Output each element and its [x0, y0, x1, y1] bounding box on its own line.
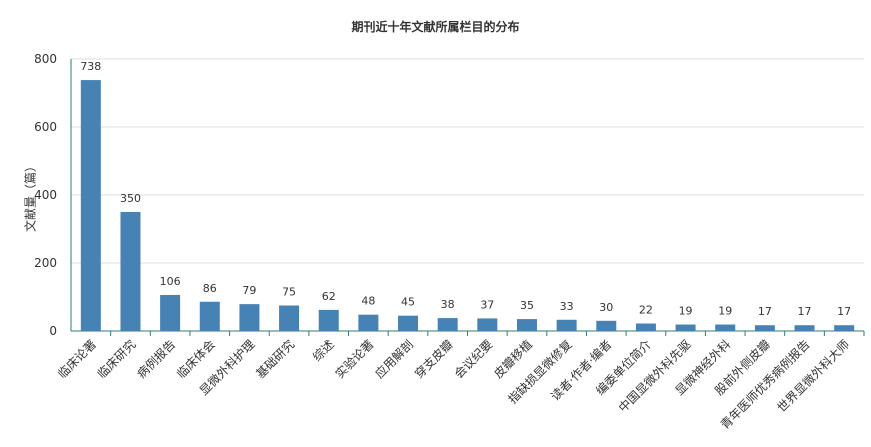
bar	[239, 304, 260, 331]
bar	[794, 325, 815, 331]
bar	[279, 305, 300, 331]
bar	[477, 318, 498, 331]
bar	[80, 80, 101, 331]
data-label: 75	[282, 286, 296, 299]
x-tick-label: 应用解剖	[372, 337, 417, 382]
x-tick-label: 世界显微外科大师	[775, 337, 853, 415]
data-label: 738	[80, 60, 101, 73]
data-label: 38	[441, 298, 455, 311]
bar	[516, 319, 537, 331]
x-tick-label: 实验论著	[332, 337, 377, 382]
bar	[834, 325, 855, 331]
bar	[199, 301, 220, 331]
bar	[437, 318, 458, 331]
x-tick-label: 会议纪要	[452, 337, 496, 381]
data-label: 37	[480, 298, 494, 311]
bar	[120, 212, 141, 331]
chart-title: 期刊近十年文献所属栏目的分布	[351, 20, 520, 34]
data-label: 19	[679, 305, 693, 318]
bar	[596, 320, 617, 331]
data-label: 22	[639, 304, 653, 317]
x-tick-label: 穿支皮瓣	[411, 337, 456, 382]
x-tick-label: 病例报告	[134, 337, 179, 382]
data-label: 106	[160, 275, 181, 288]
y-tick-label: 200	[34, 256, 57, 270]
data-label: 62	[322, 290, 336, 303]
bar	[358, 314, 379, 331]
bar	[556, 319, 577, 331]
data-label: 17	[837, 305, 851, 318]
bar	[675, 324, 696, 331]
data-label: 350	[120, 192, 141, 205]
bar	[398, 315, 419, 331]
data-label: 86	[203, 282, 217, 295]
y-tick-label: 400	[34, 188, 57, 202]
x-tick-label: 基础研究	[253, 337, 298, 382]
data-label: 48	[361, 295, 375, 308]
y-tick-label: 600	[34, 120, 57, 134]
data-label: 17	[758, 305, 772, 318]
data-label: 30	[599, 301, 613, 314]
data-label: 17	[798, 305, 812, 318]
data-label: 33	[560, 300, 574, 313]
bar	[160, 294, 181, 331]
x-tick-label: 临床论著	[55, 337, 99, 381]
bar	[754, 325, 775, 331]
x-tick-label: 临床研究	[94, 337, 139, 382]
data-label: 19	[718, 305, 732, 318]
data-label: 79	[242, 284, 256, 297]
data-label: 35	[520, 299, 534, 312]
y-tick-label: 0	[49, 324, 57, 338]
x-tick-label: 综述	[310, 337, 337, 364]
bar	[715, 324, 736, 331]
data-label: 45	[401, 296, 415, 309]
x-tick-label: 中国显微外科先驱	[615, 337, 693, 415]
y-tick-label: 800	[34, 52, 57, 66]
bar	[635, 323, 656, 331]
bar	[318, 309, 339, 331]
